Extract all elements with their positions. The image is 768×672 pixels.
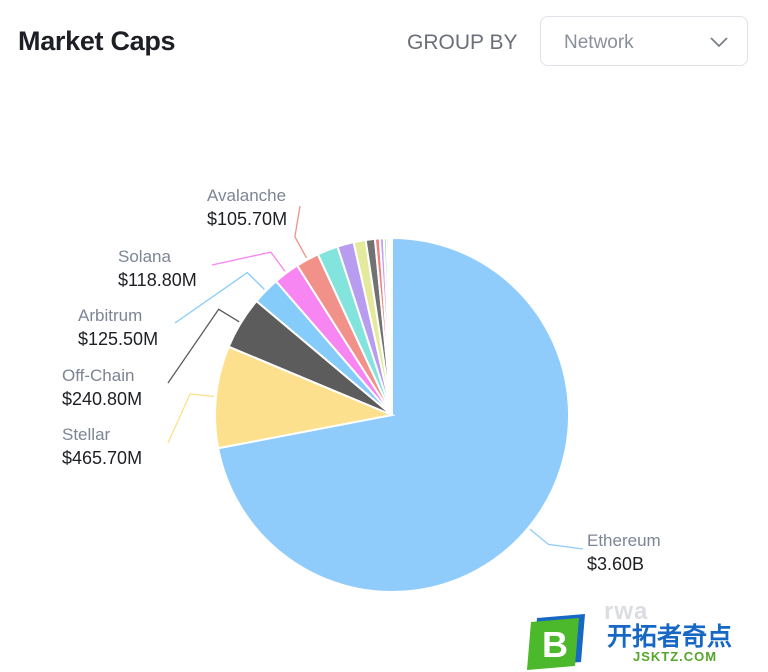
slice-label-name: Arbitrum xyxy=(78,306,142,325)
leader-line-solana xyxy=(211,251,286,272)
group-by-dropdown[interactable]: Network xyxy=(540,16,748,66)
page-title: Market Caps xyxy=(18,26,176,56)
leader-line-stellar xyxy=(167,393,215,444)
leader-line-ethereum xyxy=(529,528,584,550)
leader-line-arbitrum xyxy=(174,271,265,324)
slice-label-name: Off-Chain xyxy=(62,366,134,385)
watermark: rwa xyxy=(604,598,649,625)
leader-line-off-chain xyxy=(167,308,240,384)
slice-label-name: Ethereum xyxy=(587,531,661,550)
brand-name: 开拓者奇点 xyxy=(607,623,733,651)
slice-label-name: Stellar xyxy=(62,425,111,444)
slice-label-name: Avalanche xyxy=(207,186,286,205)
group-by-label: GROUP BY xyxy=(407,31,518,54)
group-by-selected-value: Network xyxy=(564,32,634,53)
brand-logo-icon: B xyxy=(527,614,585,670)
slice-label-value: $240.80M xyxy=(62,389,142,409)
pie-slice-15[interactable] xyxy=(389,236,393,416)
slice-label-value: $465.70M xyxy=(62,448,142,468)
slice-label-name: Solana xyxy=(118,247,171,266)
slice-label-value: $105.70M xyxy=(207,209,287,229)
leader-line-avalanche xyxy=(294,205,307,259)
pie-slice-stellar[interactable] xyxy=(214,345,396,450)
brand-domain: JSKTZ.COM xyxy=(633,649,718,664)
brand-logo-letter: B xyxy=(542,624,568,665)
slice-label-value: $3.60B xyxy=(587,554,644,574)
slice-label-value: $118.80M xyxy=(118,270,197,290)
slice-label-value: $125.50M xyxy=(78,329,158,349)
chevron-down-icon xyxy=(710,37,728,48)
